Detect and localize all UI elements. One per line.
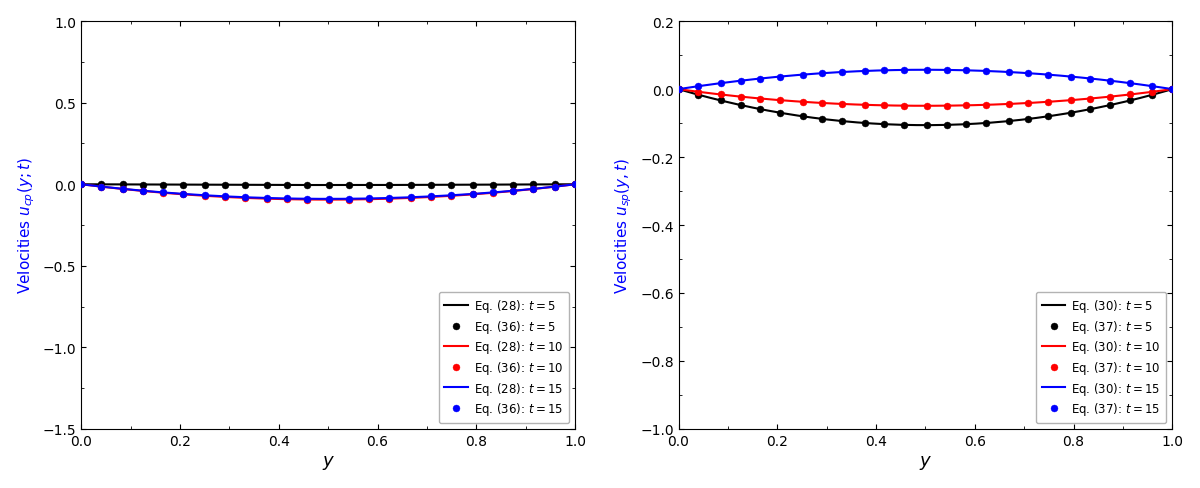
Y-axis label: Velocities $u_{sp}(y,t)$: Velocities $u_{sp}(y,t)$ <box>614 158 635 294</box>
Legend: Eq. (30): $t=5$, Eq. (37): $t=5$, Eq. (30): $t=10$, Eq. (37): $t=10$, Eq. (30): : Eq. (30): $t=5$, Eq. (37): $t=5$, Eq. (3… <box>1036 292 1166 423</box>
X-axis label: $y$: $y$ <box>919 453 932 471</box>
Legend: Eq. (28): $t=5$, Eq. (36): $t=5$, Eq. (28): $t=10$, Eq. (36): $t=10$, Eq. (28): : Eq. (28): $t=5$, Eq. (36): $t=5$, Eq. (2… <box>438 292 569 423</box>
X-axis label: $y$: $y$ <box>322 453 335 471</box>
Y-axis label: Velocities $u_{cp}(y;t)$: Velocities $u_{cp}(y;t)$ <box>17 157 37 294</box>
